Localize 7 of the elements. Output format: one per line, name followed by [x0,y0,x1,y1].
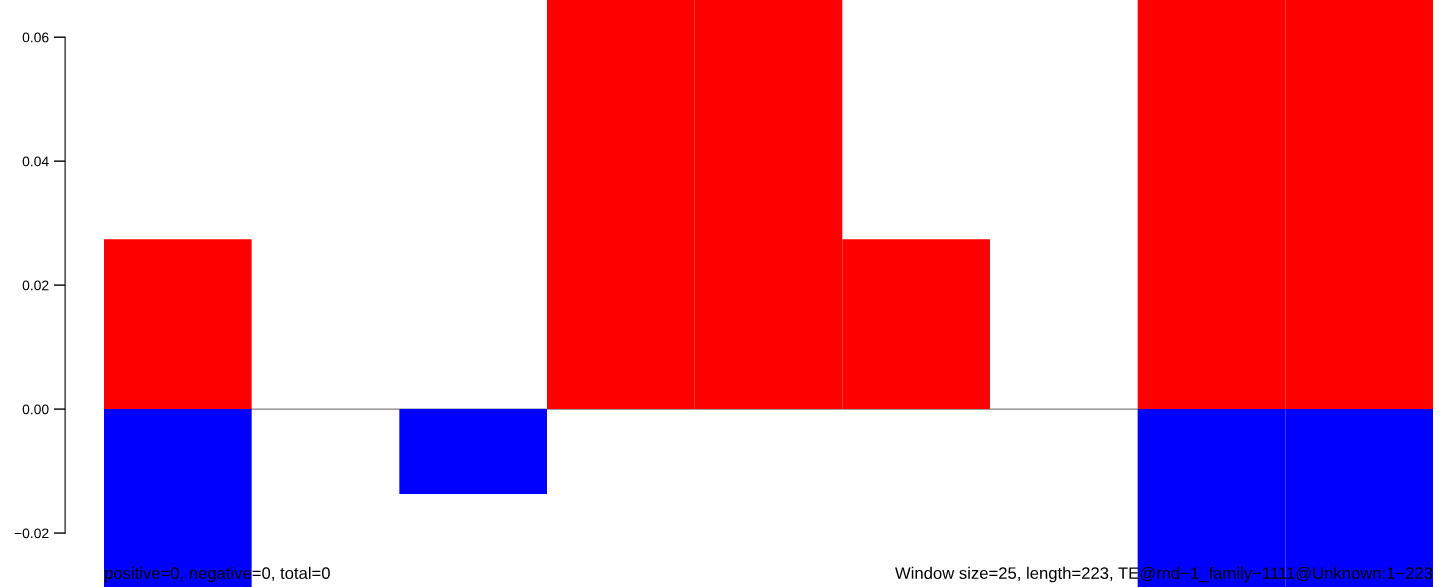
y-tick-label: 0.04 [22,156,49,167]
y-tick-label: 0.06 [22,32,49,43]
y-tick-label: 0.02 [22,280,49,291]
bar [399,409,547,495]
y-tick-label: −0.02 [14,528,49,539]
y-tick-label: 0.00 [22,404,49,415]
bar [104,239,252,410]
